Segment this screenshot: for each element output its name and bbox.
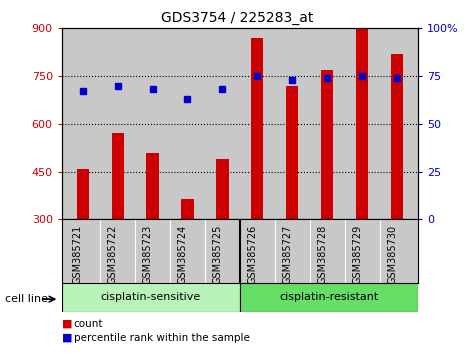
Bar [286, 86, 298, 315]
Text: cisplatin-resistant: cisplatin-resistant [279, 292, 379, 302]
Text: GSM385724: GSM385724 [178, 224, 188, 284]
Bar [112, 133, 124, 315]
Bar [356, 28, 368, 315]
Bar [251, 38, 264, 315]
Text: GDS3754 / 225283_at: GDS3754 / 225283_at [162, 11, 314, 25]
Bar [321, 70, 333, 315]
Bar [146, 153, 159, 315]
Text: GSM385723: GSM385723 [142, 224, 152, 284]
Bar [240, 283, 418, 312]
Text: GSM385729: GSM385729 [352, 224, 362, 284]
Bar [76, 169, 89, 315]
Text: count: count [74, 319, 103, 329]
Bar [216, 159, 228, 315]
Text: cisplatin-sensitive: cisplatin-sensitive [101, 292, 201, 302]
Text: GSM385727: GSM385727 [282, 224, 292, 284]
Text: GSM385728: GSM385728 [317, 224, 327, 284]
Text: cell line: cell line [5, 294, 48, 304]
Text: ■: ■ [62, 333, 72, 343]
Text: percentile rank within the sample: percentile rank within the sample [74, 333, 249, 343]
Bar [62, 283, 240, 312]
Text: GSM385726: GSM385726 [247, 224, 257, 284]
Text: GSM385725: GSM385725 [212, 224, 222, 284]
Text: GSM385730: GSM385730 [387, 224, 397, 284]
Text: GSM385721: GSM385721 [73, 224, 83, 284]
Text: ■: ■ [62, 319, 72, 329]
Text: GSM385722: GSM385722 [108, 224, 118, 284]
Bar [181, 199, 194, 315]
Bar [391, 54, 403, 315]
